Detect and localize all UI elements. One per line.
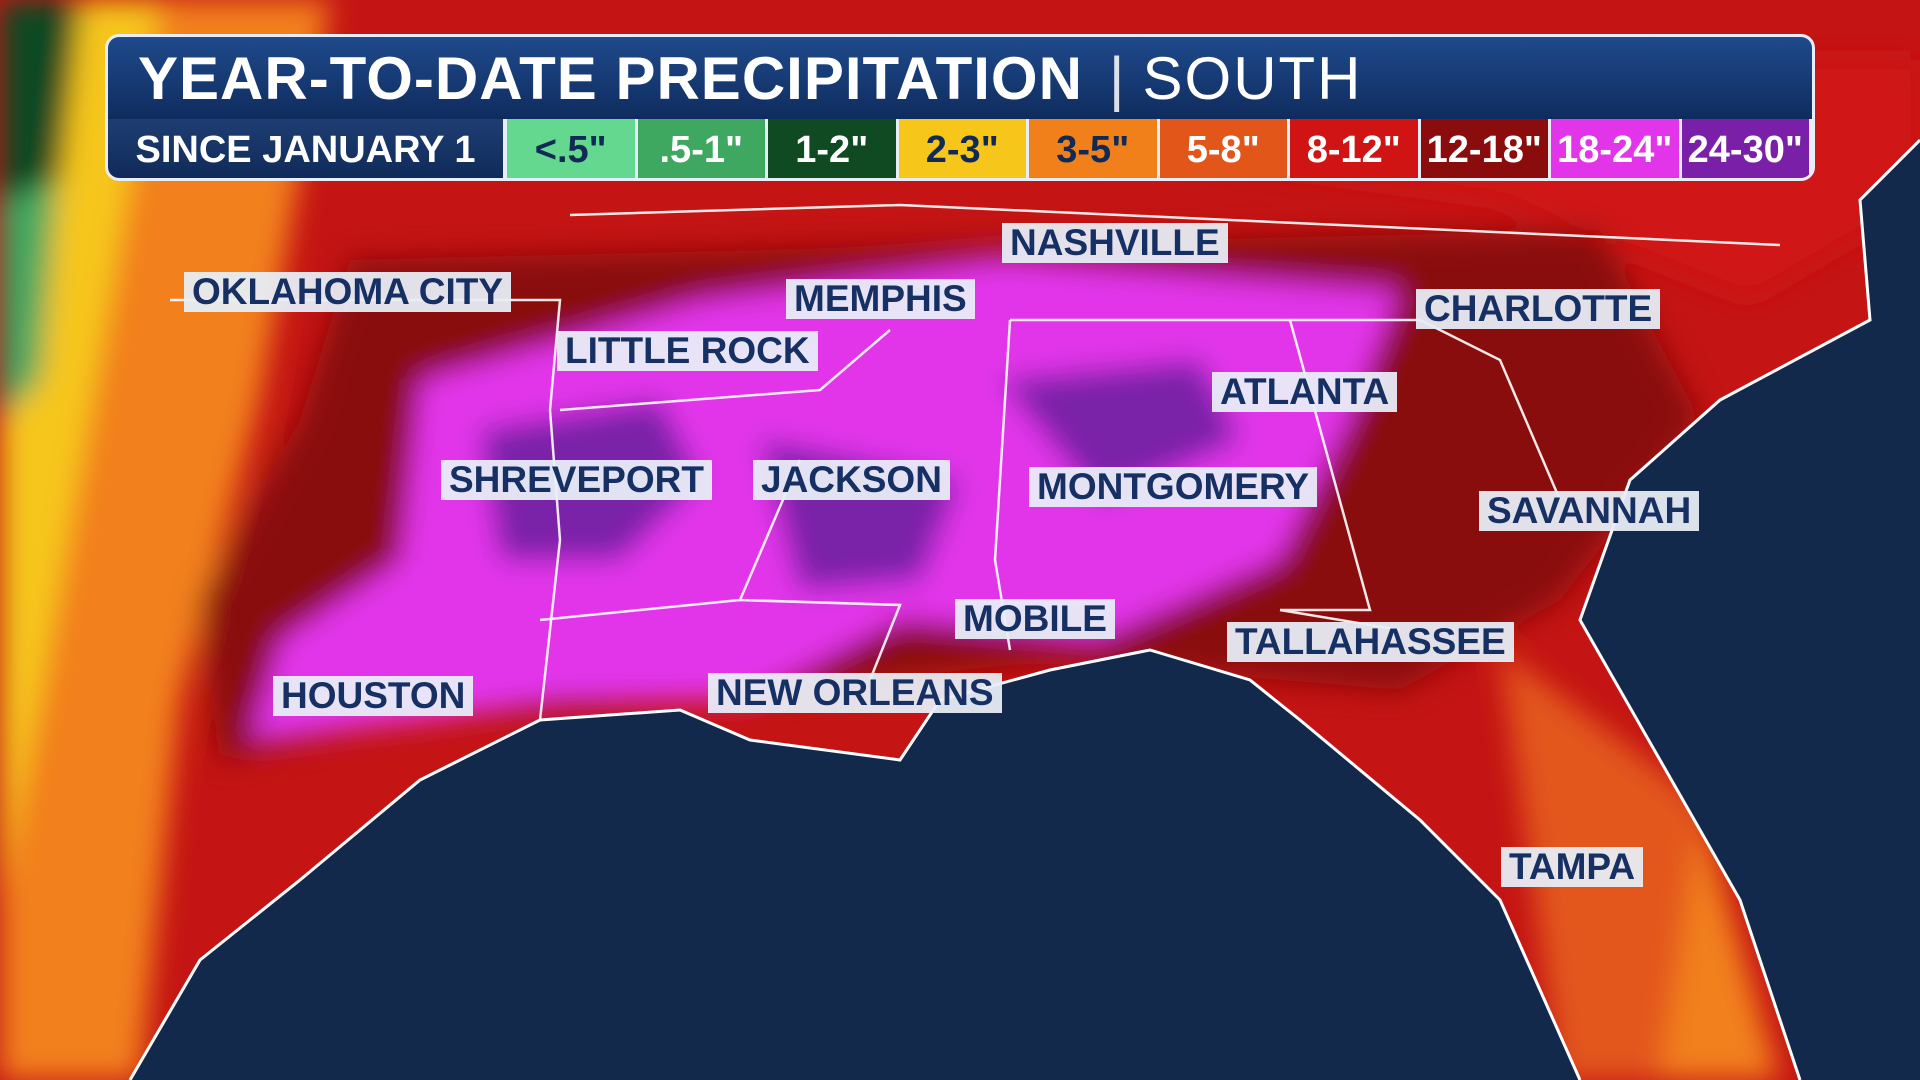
coastline	[128, 138, 1920, 1080]
city-label: ATLANTA	[1212, 372, 1398, 412]
legend-item: <.5"	[507, 119, 635, 178]
city-label: LITTLE ROCK	[557, 331, 818, 371]
city-label: HOUSTON	[273, 676, 474, 716]
legend-item: 8-12"	[1290, 119, 1418, 178]
legend-item: 24-30"	[1681, 119, 1809, 178]
city-label: MONTGOMERY	[1029, 467, 1318, 507]
title: YEAR-TO-DATE PRECIPITATION	[138, 44, 1083, 112]
title-bar: YEAR-TO-DATE PRECIPITATION | SOUTH	[108, 37, 1812, 119]
legend-item: 2-3"	[898, 119, 1026, 178]
separator: |	[1108, 44, 1125, 112]
city-label: MEMPHIS	[786, 279, 975, 319]
legend-item: 12-18"	[1420, 119, 1548, 178]
city-label: SAVANNAH	[1479, 491, 1700, 531]
legend-item: 1-2"	[768, 119, 896, 178]
city-label: NASHVILLE	[1002, 223, 1228, 263]
legend: SINCE JANUARY 1 <.5" .5-1" 1-2" 2-3" 3-5" 5-8…	[108, 119, 1812, 178]
city-label: SHREVEPORT	[441, 460, 712, 500]
legend-item: 3-5"	[1029, 119, 1157, 178]
legend-item: 5-8"	[1159, 119, 1287, 178]
city-label: MOBILE	[955, 599, 1115, 639]
city-label: TAMPA	[1501, 847, 1644, 887]
legend-label: SINCE JANUARY 1	[108, 119, 503, 178]
region: SOUTH	[1142, 44, 1363, 112]
city-label: JACKSON	[753, 460, 950, 500]
header: YEAR-TO-DATE PRECIPITATION | SOUTH SINCE…	[105, 34, 1815, 181]
city-label: TALLAHASSEE	[1227, 622, 1514, 662]
city-label: CHARLOTTE	[1416, 289, 1661, 329]
city-label: NEW ORLEANS	[708, 673, 1002, 713]
city-label: OKLAHOMA CITY	[184, 272, 512, 312]
legend-item: .5-1"	[637, 119, 765, 178]
legend-item: 18-24"	[1551, 119, 1679, 178]
